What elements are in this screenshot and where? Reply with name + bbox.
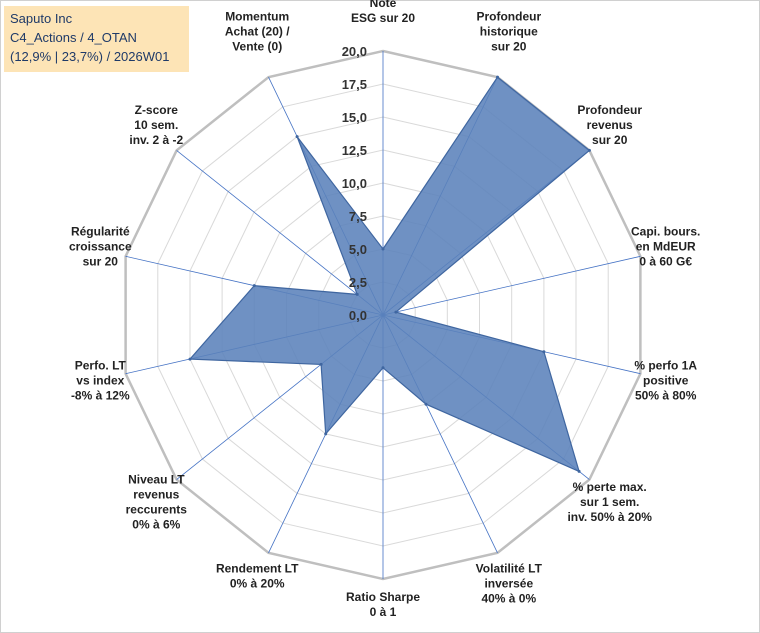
radar-axis-label-line: % perfo 1A bbox=[634, 359, 697, 373]
radar-data-point bbox=[587, 148, 591, 152]
radar-axis-label-line: Momentum bbox=[225, 10, 289, 24]
radar-axis-label-line: % perte max. bbox=[573, 480, 647, 494]
radar-axis-label-line: croissance bbox=[69, 239, 132, 253]
radar-axis-label-line: sur 1 sem. bbox=[580, 495, 639, 509]
radar-axis-label-line: en MdEUR bbox=[636, 239, 696, 253]
radar-axis-label-line: Profondeur bbox=[476, 10, 541, 24]
radar-axis-label-line: inversée bbox=[484, 577, 533, 591]
radar-axis-label-line: -8% à 12% bbox=[71, 389, 130, 403]
radar-data-point bbox=[319, 362, 323, 366]
radar-axis-label-line: Vente (0) bbox=[232, 40, 282, 54]
radar-tick-label: 10,0 bbox=[342, 176, 367, 191]
radar-axis-label-line: reccurents bbox=[126, 502, 188, 516]
radar-axis-label-line: sur 20 bbox=[592, 133, 628, 147]
radar-axis-label-line: inv. 50% à 20% bbox=[567, 510, 652, 524]
radar-tick-label: 2,5 bbox=[349, 275, 367, 290]
radar-axis-label-line: Capi. bours. bbox=[631, 224, 700, 238]
radar-axis-label: Rendement LT0% à 20% bbox=[216, 562, 299, 591]
radar-data-point bbox=[295, 135, 299, 139]
radar-data-point bbox=[577, 469, 581, 473]
radar-spoke bbox=[176, 150, 384, 316]
radar-tick-label: 5,0 bbox=[349, 242, 367, 257]
radar-axis-label-line: ESG sur 20 bbox=[351, 11, 415, 25]
radar-data-point bbox=[381, 247, 385, 251]
radar-tick-label: 20,0 bbox=[342, 44, 367, 59]
radar-axis-label-line: historique bbox=[480, 25, 538, 39]
company-name: Saputo Inc bbox=[10, 11, 73, 26]
chart-title-box: Saputo Inc C4_Actions / 4_OTAN (12,9% | … bbox=[4, 6, 189, 72]
radar-spoke bbox=[382, 255, 641, 316]
radar-axis-label-line: 10 sem. bbox=[134, 118, 178, 132]
radar-axis-label-line: 40% à 0% bbox=[481, 592, 536, 606]
radar-tick-label: 0,0 bbox=[349, 308, 367, 323]
radar-axis-label-line: revenus bbox=[587, 118, 633, 132]
radar-data-point bbox=[252, 284, 256, 288]
radar-data-point bbox=[355, 292, 359, 296]
radar-axis-label: % perte max.sur 1 sem.inv. 50% à 20% bbox=[567, 480, 652, 524]
radar-axis-label-line: Volatilité LT bbox=[476, 562, 543, 576]
radar-data-point bbox=[394, 310, 398, 314]
radar-tick-label: 12,5 bbox=[342, 143, 367, 158]
radar-axis-label-line: positive bbox=[643, 374, 689, 388]
radar-axis-label-line: 0% à 20% bbox=[230, 577, 285, 591]
radar-axis-label-line: inv. 2 à -2 bbox=[129, 133, 183, 147]
radar-axis-label-line: Ratio Sharpe bbox=[346, 590, 420, 604]
radar-axis-label-line: Régularité bbox=[71, 224, 130, 238]
radar-tick-label: 7,5 bbox=[349, 209, 367, 224]
radar-axis-label-line: 0 à 1 bbox=[370, 605, 397, 619]
radar-data-point bbox=[542, 350, 546, 354]
radar-tick-labels: 0,0 2,5 5,0 7,5 10,0 12,5 15,0 17,5 20,0 bbox=[342, 44, 367, 323]
radar-data-point bbox=[424, 402, 428, 406]
radar-axis-label-line: Perfo. LT bbox=[75, 359, 127, 373]
radar-axis-label-line: Achat (20) / bbox=[225, 25, 290, 39]
radar-axis-label-line: Note bbox=[370, 0, 397, 10]
radar-axis-label-line: Niveau LT bbox=[128, 472, 185, 486]
portfolio-path: C4_Actions / 4_OTAN bbox=[10, 30, 137, 45]
radar-tick-label: 15,0 bbox=[342, 110, 367, 125]
radar-series bbox=[188, 75, 591, 473]
radar-axis-label-line: vs index bbox=[76, 374, 124, 388]
radar-data-point bbox=[324, 432, 328, 436]
radar-axis-label-line: Z-score bbox=[135, 103, 179, 117]
radar-data-point bbox=[188, 357, 192, 361]
radar-data-point bbox=[381, 366, 385, 370]
radar-axis-label-line: revenus bbox=[133, 487, 179, 501]
radar-axis-label-line: sur 20 bbox=[491, 40, 527, 54]
radar-axis-label-line: Profondeur bbox=[577, 103, 642, 117]
radar-tick-label: 17,5 bbox=[342, 77, 367, 92]
radar-data-point bbox=[496, 75, 499, 79]
radar-axis-label-line: 0% à 6% bbox=[132, 517, 180, 531]
radar-axis-label-line: sur 20 bbox=[83, 254, 119, 268]
radar-axis-label-line: 0 à 60 G€ bbox=[639, 254, 692, 268]
radar-axis-label-line: Rendement LT bbox=[216, 562, 299, 576]
radar-axis-label-line: 50% à 80% bbox=[635, 389, 697, 403]
performance-period: (12,9% | 23,7%) / 2026W01 bbox=[10, 49, 170, 64]
